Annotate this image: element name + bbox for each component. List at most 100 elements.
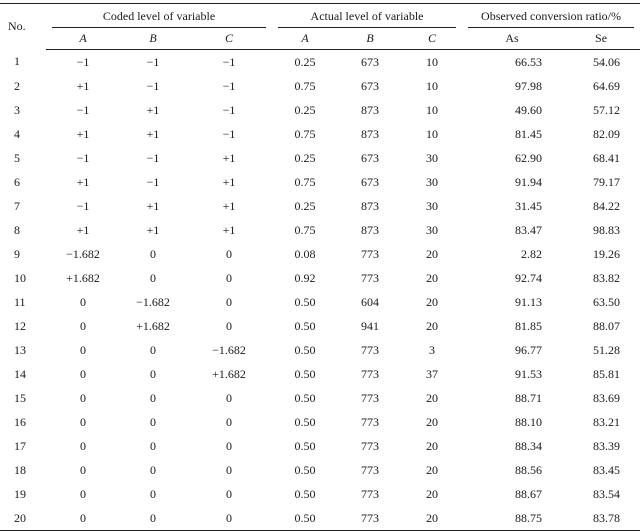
cell-actual-b: 873 — [361, 222, 380, 237]
cell-coded-b: −1.682 — [136, 294, 170, 309]
cell-actual-a: 0.50 — [294, 390, 316, 405]
cell-coded-c: 0 — [226, 486, 232, 501]
cell-coded-a: 0 — [80, 414, 86, 429]
cell-coded-b: −1 — [146, 78, 160, 93]
cell-coded-b: 0 — [150, 486, 156, 501]
cell-no: 4 — [14, 126, 20, 141]
cell-observed-as: 88.75 — [515, 510, 543, 525]
table-row: 5 −1 −1 +1 0.25 673 30 62.90 68.41 — [0, 146, 640, 170]
cell-actual-a: 0.50 — [294, 438, 316, 453]
table-row: 6 +1 −1 +1 0.75 673 30 91.94 79.17 — [0, 170, 640, 194]
header-actual-group: Actual level of variable — [272, 4, 462, 29]
cell-actual-c: 20 — [426, 462, 439, 477]
cell-actual-b: 873 — [361, 126, 380, 141]
cell-no: 14 — [14, 366, 26, 381]
cell-actual-a: 0.08 — [294, 246, 316, 261]
header-actual-b: B — [338, 28, 403, 50]
cell-actual-c: 10 — [426, 126, 439, 141]
cell-observed-as: 88.34 — [515, 438, 543, 453]
cell-coded-c: +1.682 — [212, 366, 246, 381]
cell-actual-b: 873 — [361, 198, 380, 213]
cell-coded-c: −1 — [222, 126, 236, 141]
cell-observed-se: 83.21 — [593, 414, 621, 429]
cell-actual-a: 0.50 — [294, 414, 316, 429]
cell-no: 16 — [14, 414, 26, 429]
header-coded-group: Coded level of variable — [46, 4, 272, 29]
cell-observed-se: 79.17 — [593, 174, 621, 189]
cell-actual-c: 20 — [426, 414, 439, 429]
page: No. Coded level of variable Actual level… — [0, 3, 641, 531]
cell-observed-as: 91.13 — [515, 294, 543, 309]
cell-actual-c: 20 — [426, 318, 439, 333]
cell-coded-c: +1 — [222, 198, 236, 213]
cell-observed-se: 64.69 — [593, 78, 621, 93]
cell-coded-a: 0 — [80, 342, 86, 357]
cell-coded-a: −1 — [76, 150, 90, 165]
table-row: 11 0 −1.682 0 0.50 604 20 91.13 63.50 — [0, 290, 640, 314]
cell-coded-c: −1 — [222, 102, 236, 117]
cell-coded-b: +1 — [146, 126, 160, 141]
cell-actual-a: 0.50 — [294, 462, 316, 477]
cell-no: 3 — [14, 102, 20, 117]
cell-coded-c: 0 — [226, 390, 232, 405]
cell-coded-b: −1 — [146, 150, 160, 165]
table-row: 16 0 0 0 0.50 773 20 88.10 83.21 — [0, 410, 640, 434]
cell-coded-a: +1 — [76, 222, 90, 237]
header-coded-a: A — [46, 28, 120, 50]
cell-coded-b: 0 — [150, 366, 156, 381]
cell-observed-se: 83.54 — [593, 486, 621, 501]
cell-actual-a: 0.50 — [294, 342, 316, 357]
cell-actual-a: 0.25 — [294, 198, 316, 213]
cell-coded-a: +1 — [76, 126, 90, 141]
header-no: No. — [8, 19, 26, 34]
table-row: 12 0 +1.682 0 0.50 941 20 81.85 88.07 — [0, 314, 640, 338]
cell-coded-c: −1.682 — [212, 342, 246, 357]
cell-coded-b: 0 — [150, 270, 156, 285]
cell-observed-se: 83.39 — [593, 438, 621, 453]
cell-actual-b: 673 — [361, 150, 380, 165]
cell-coded-b: +1 — [146, 198, 160, 213]
header-observed-se: Se — [562, 28, 641, 50]
cell-actual-b: 773 — [361, 366, 380, 381]
table-row: 13 0 0 −1.682 0.50 773 3 96.77 51.28 — [0, 338, 640, 362]
cell-observed-se: 85.81 — [593, 366, 621, 381]
table-row: 17 0 0 0 0.50 773 20 88.34 83.39 — [0, 434, 640, 458]
cell-coded-b: 0 — [150, 438, 156, 453]
table-row: 4 +1 +1 −1 0.75 873 10 81.45 82.09 — [0, 122, 640, 146]
cell-actual-b: 773 — [361, 390, 380, 405]
cell-actual-a: 0.75 — [294, 78, 316, 93]
cell-observed-se: 63.50 — [593, 294, 621, 309]
cell-coded-a: 0 — [80, 462, 86, 477]
cell-coded-b: −1 — [146, 54, 160, 69]
cell-observed-se: 84.22 — [593, 198, 621, 213]
cell-actual-b: 873 — [361, 102, 380, 117]
table-row: 2 +1 −1 −1 0.75 673 10 97.98 64.69 — [0, 74, 640, 98]
cell-coded-c: −1 — [222, 78, 236, 93]
cell-coded-c: 0 — [226, 462, 232, 477]
cell-actual-b: 773 — [361, 342, 380, 357]
cell-actual-c: 20 — [426, 270, 439, 285]
cell-actual-c: 20 — [426, 294, 439, 309]
cell-observed-as: 2.82 — [521, 246, 543, 261]
cell-coded-c: 0 — [226, 510, 232, 525]
cell-actual-c: 37 — [426, 366, 439, 381]
table-row: 18 0 0 0 0.50 773 20 88.56 83.45 — [0, 458, 640, 482]
cell-actual-b: 773 — [361, 270, 380, 285]
cell-coded-b: +1.682 — [136, 318, 170, 333]
cell-observed-as: 66.53 — [515, 54, 543, 69]
cell-actual-b: 604 — [361, 294, 380, 309]
cell-observed-se: 83.82 — [593, 270, 621, 285]
cell-coded-c: 0 — [226, 414, 232, 429]
cell-observed-as: 88.71 — [515, 390, 543, 405]
cell-no: 13 — [14, 342, 26, 357]
header-observed-as: As — [462, 28, 563, 50]
cell-no: 6 — [14, 174, 20, 189]
cell-actual-b: 941 — [361, 318, 380, 333]
cell-no: 7 — [14, 198, 20, 213]
cell-observed-se: 19.26 — [593, 246, 621, 261]
cell-no: 18 — [14, 462, 26, 477]
cell-observed-as: 81.85 — [515, 318, 543, 333]
cell-no: 1 — [14, 54, 20, 69]
cell-actual-a: 0.25 — [294, 54, 316, 69]
cell-observed-se: 83.69 — [593, 390, 621, 405]
